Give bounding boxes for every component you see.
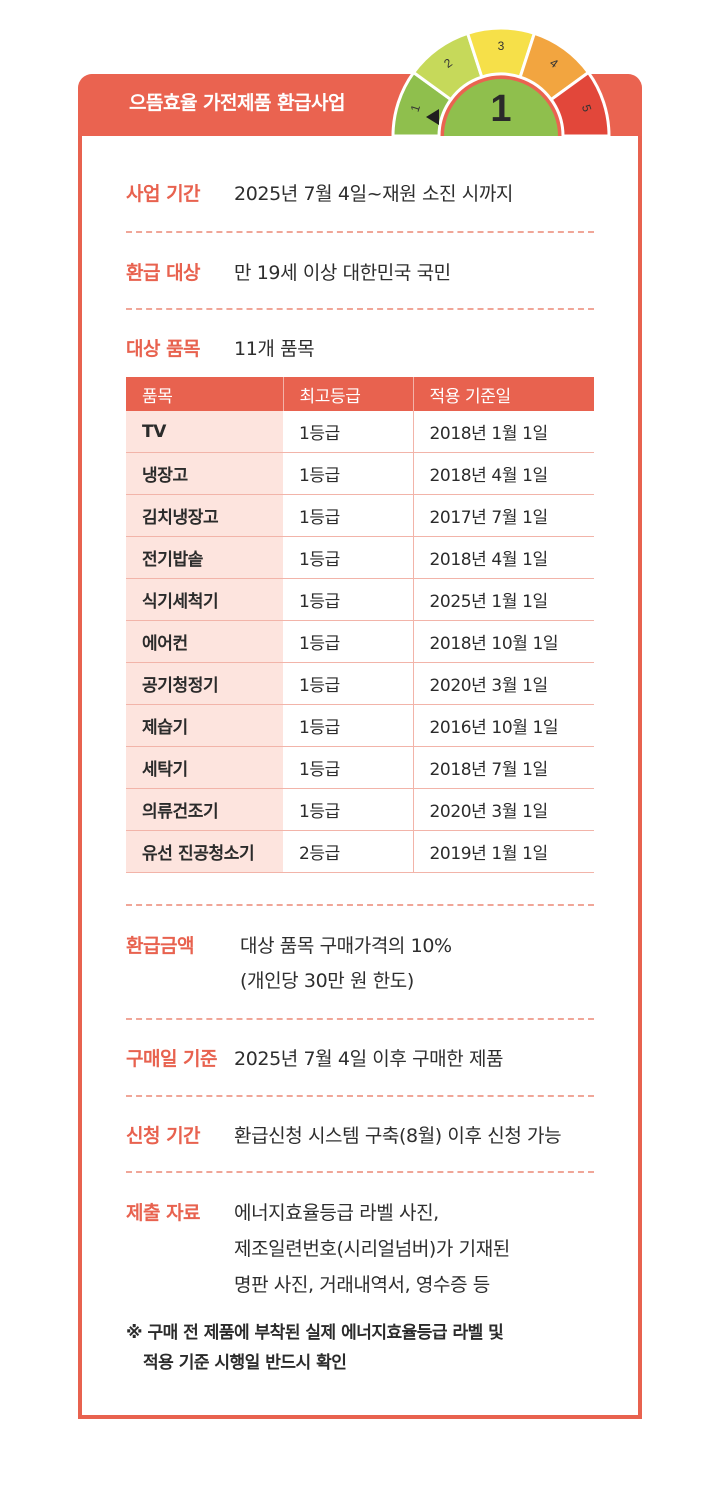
amount-limit: (개인당 30만 원 한도) [240, 970, 414, 992]
apply-period-value: 환급신청 시스템 구축(8월) 이후 신청 가능 [234, 1125, 562, 1147]
amount-label: 환급금액 [126, 935, 194, 957]
notice-line: ※ 구매 전 제품에 부착된 실제 에너지효율등급 라벨 및 [126, 1323, 504, 1343]
table-row: 세탁기 1등급 2018년 7월 1일 [126, 746, 594, 789]
table-row: 냉장고 1등급 2018년 4월 1일 [126, 452, 594, 495]
item-grade: 1등급 [283, 620, 414, 663]
item-grade: 1등급 [283, 788, 414, 831]
item-grade: 1등급 [283, 411, 414, 453]
table-row: 에어컨 1등급 2018년 10월 1일 [126, 620, 594, 663]
target-label: 환급 대상 [126, 262, 201, 284]
purchase-date-value: 2025년 7월 4일 이후 구매한 제품 [234, 1048, 504, 1070]
item-date: 2016년 10월 1일 [413, 704, 594, 747]
period-label: 사업 기간 [126, 183, 201, 205]
item-date: 2020년 3월 1일 [413, 788, 594, 831]
target-value: 만 19세 이상 대한민국 국민 [234, 262, 451, 284]
item-name: 전기밥솥 [126, 536, 283, 579]
item-name: 유선 진공청소기 [126, 830, 283, 873]
table-row: 전기밥솥 1등급 2018년 4월 1일 [126, 536, 594, 579]
column-header-date: 적용 기준일 [412, 377, 594, 411]
item-name: 식기세척기 [126, 578, 283, 621]
divider [126, 1018, 594, 1020]
items-table: 품목 최고등급 적용 기준일 TV 1등급 2018년 1월 1일 냉장고 1등급 20… [126, 377, 594, 873]
item-grade: 1등급 [283, 452, 414, 495]
divider [126, 1171, 594, 1173]
table-row: 공기청정기 1등급 2020년 3월 1일 [126, 662, 594, 705]
item-date: 2018년 7월 1일 [413, 746, 594, 789]
documents-line: 에너지효율등급 라벨 사진, [234, 1202, 439, 1224]
item-grade: 1등급 [283, 746, 414, 789]
item-name: 에어컨 [126, 620, 283, 663]
item-date: 2018년 4월 1일 [413, 452, 594, 495]
item-date: 2019년 1월 1일 [413, 830, 594, 873]
item-grade: 1등급 [283, 494, 414, 537]
item-name: 김치냉장고 [126, 494, 283, 537]
column-header-grade: 최고등급 [282, 377, 413, 411]
documents-line: 제조일련번호(시리얼넘버)가 기재된 [234, 1238, 510, 1260]
notice: ※ 구매 전 제품에 부착된 실제 에너지효율등급 라벨 및 적용 기준 시행일… [126, 1318, 504, 1378]
gauge-segment-label: 1 [408, 103, 423, 114]
item-date: 2025년 1월 1일 [413, 578, 594, 621]
current-grade-number: 1 [490, 88, 511, 130]
item-grade: 1등급 [283, 578, 414, 621]
item-date: 2017년 7월 1일 [413, 494, 594, 537]
table-row: 식기세척기 1등급 2025년 1월 1일 [126, 578, 594, 621]
gauge-segment-5 [549, 70, 611, 138]
table-row: 의류건조기 1등급 2020년 3월 1일 [126, 788, 594, 831]
page-title: 으뜸효율 가전제품 환급사업 [129, 92, 346, 114]
item-grade: 1등급 [283, 704, 414, 747]
item-date: 2018년 10월 1일 [413, 620, 594, 663]
item-date: 2020년 3월 1일 [413, 662, 594, 705]
divider [126, 1095, 594, 1097]
grade-pointer-icon [426, 109, 439, 125]
item-name: 의류건조기 [126, 788, 283, 831]
item-grade: 1등급 [283, 662, 414, 705]
items-label: 대상 품목 [126, 338, 201, 360]
apply-period-label: 신청 기간 [126, 1125, 201, 1147]
period-value: 2025년 7월 4일~재원 소진 시까지 [234, 183, 514, 205]
purchase-date-label: 구매일 기준 [126, 1048, 218, 1070]
item-grade: 1등급 [283, 536, 414, 579]
table-header-row: 품목 최고등급 적용 기준일 [126, 377, 594, 411]
item-date: 2018년 1월 1일 [413, 411, 594, 453]
divider [126, 308, 594, 310]
item-name: 공기청정기 [126, 662, 283, 705]
gauge-segment-label: 3 [498, 39, 505, 53]
item-name: TV [126, 411, 283, 453]
item-name: 냉장고 [126, 452, 283, 495]
item-date: 2018년 4월 1일 [413, 536, 594, 579]
table-row: TV 1등급 2018년 1월 1일 [126, 411, 594, 453]
item-grade: 2등급 [283, 830, 414, 873]
item-name: 세탁기 [126, 746, 283, 789]
table-row: 유선 진공청소기 2등급 2019년 1월 1일 [126, 830, 594, 873]
documents-label: 제출 자료 [126, 1202, 201, 1224]
amount-value: 대상 품목 구매가격의 10% [240, 935, 452, 957]
item-name: 제습기 [126, 704, 283, 747]
notice-line: 적용 기준 시행일 반드시 확인 [143, 1353, 347, 1373]
table-row: 김치냉장고 1등급 2017년 7월 1일 [126, 494, 594, 537]
column-header-item: 품목 [126, 377, 283, 411]
divider [126, 231, 594, 233]
current-grade-dial [444, 79, 558, 136]
table-row: 제습기 1등급 2016년 10월 1일 [126, 704, 594, 747]
items-value: 11개 품목 [234, 338, 315, 360]
documents-line: 명판 사진, 거래내역서, 영수증 등 [234, 1274, 490, 1296]
gauge-segment-label: 5 [579, 103, 594, 114]
divider [126, 904, 594, 906]
